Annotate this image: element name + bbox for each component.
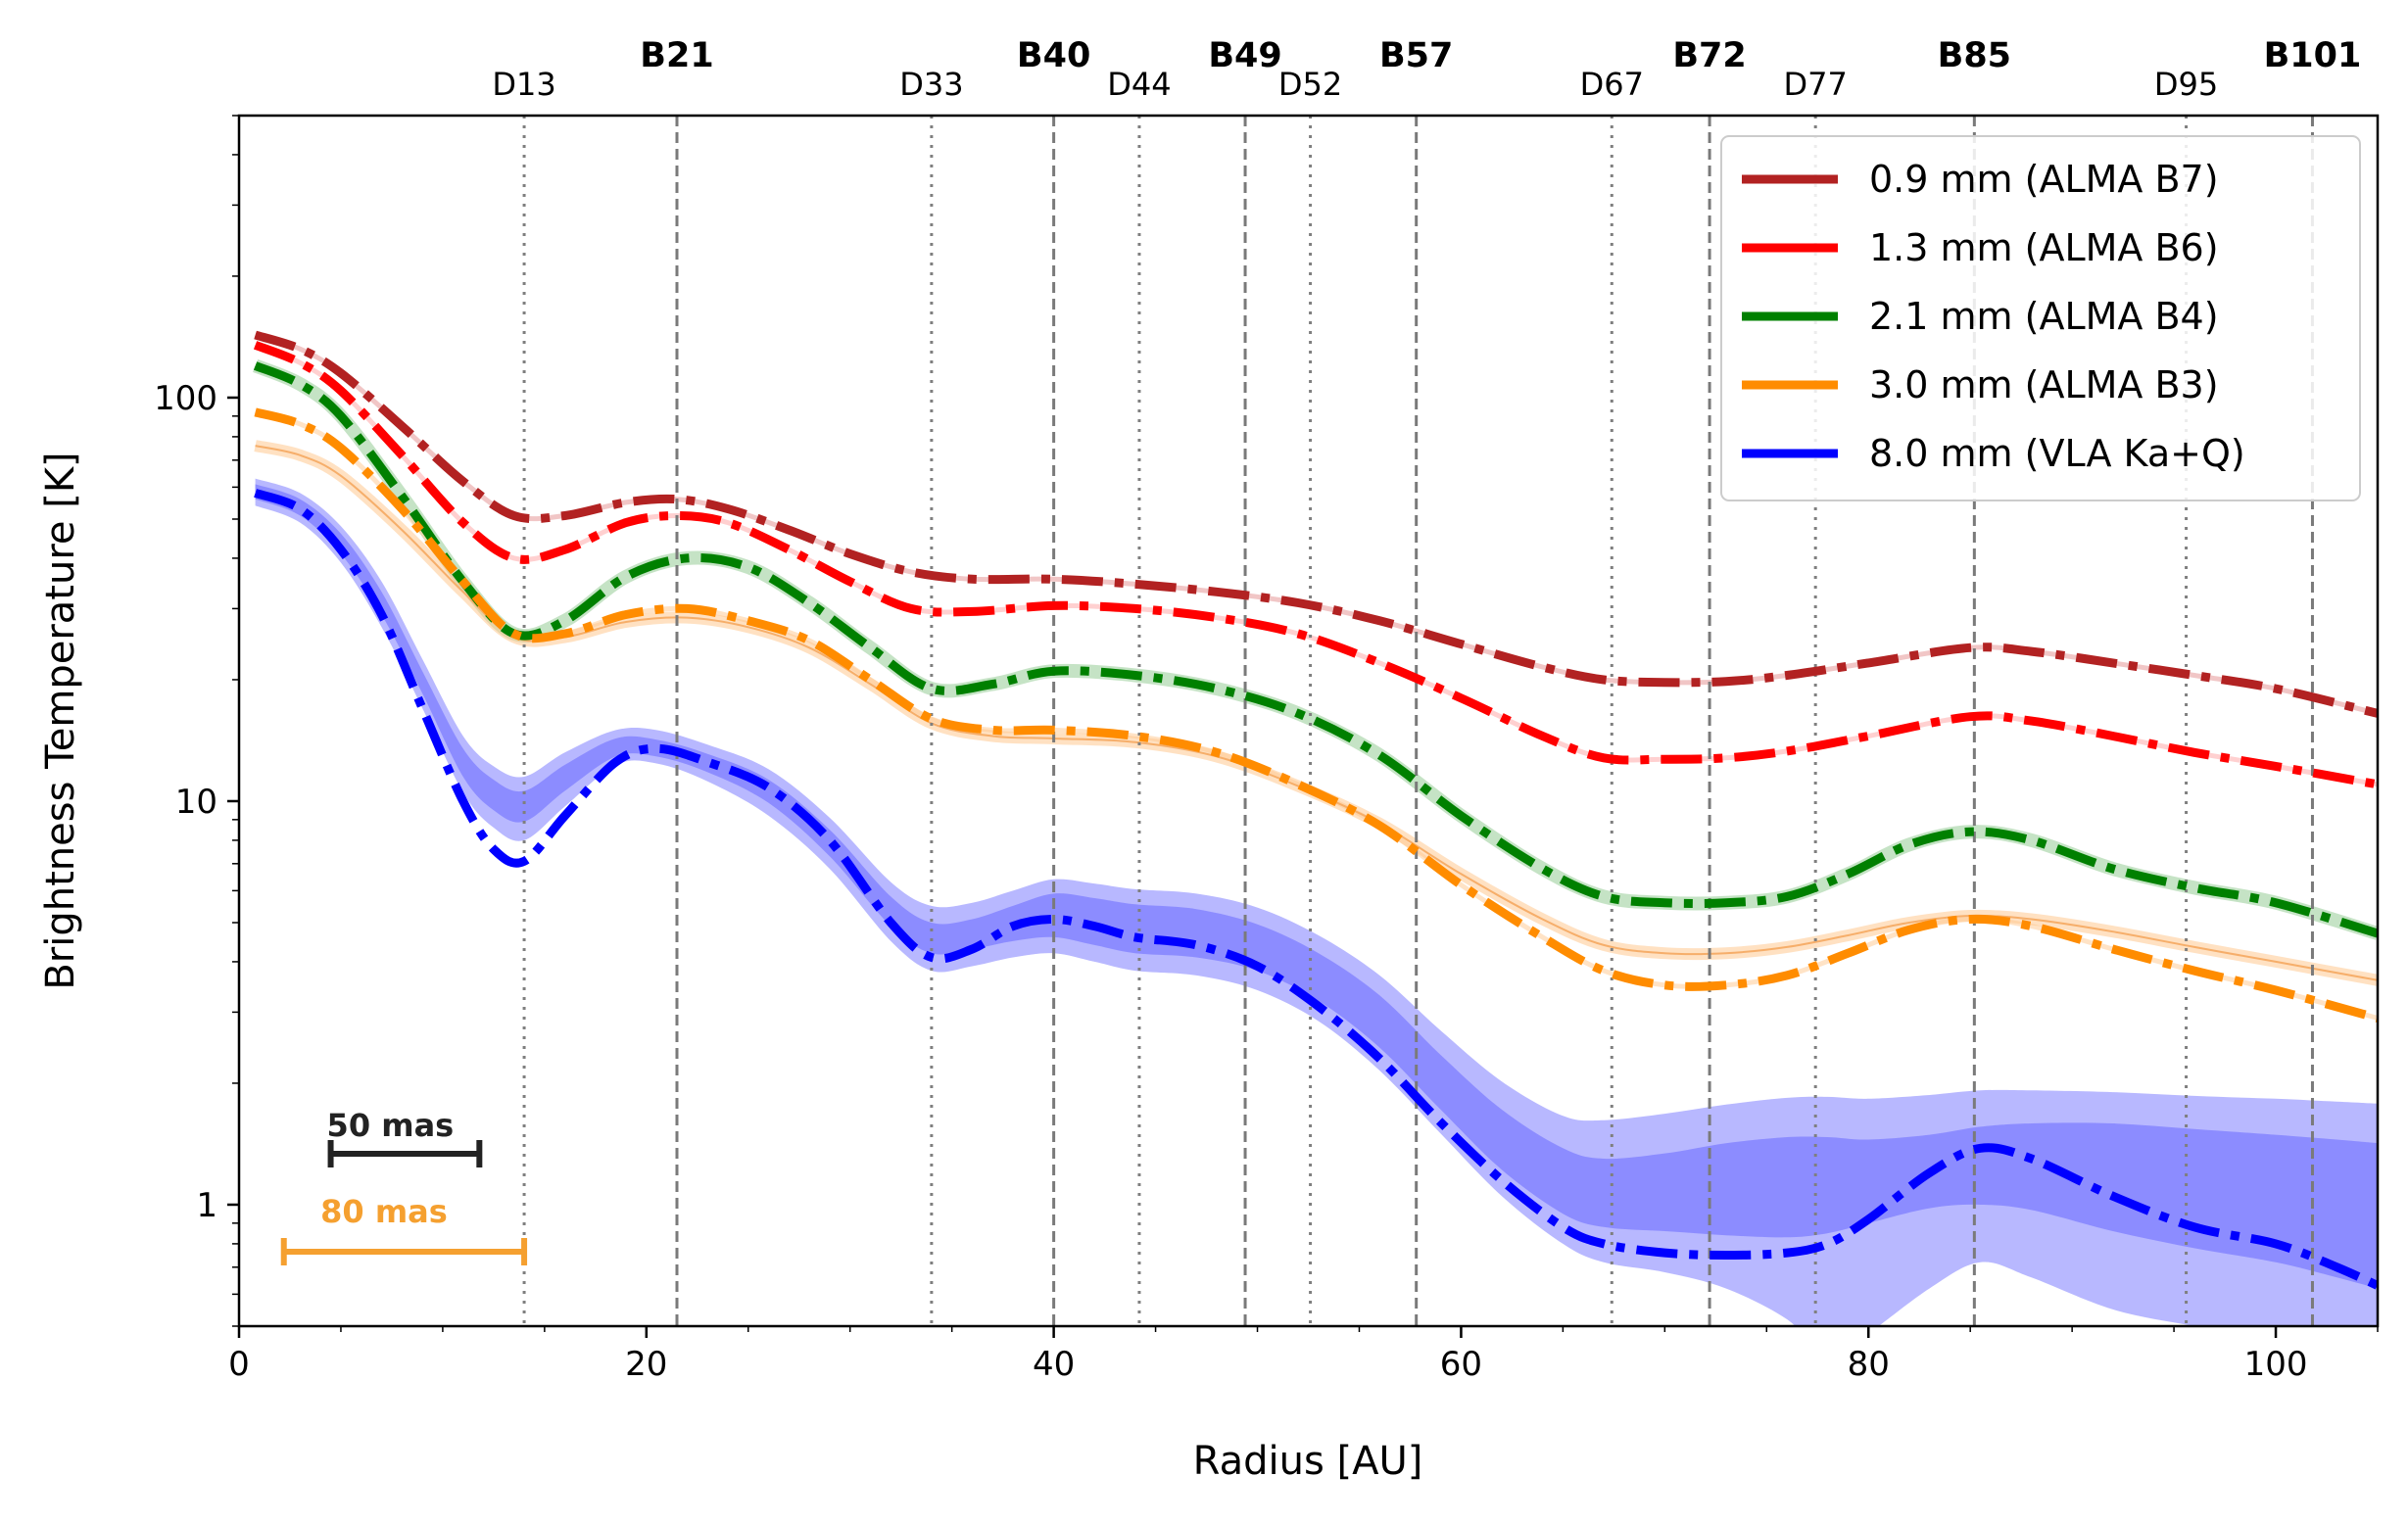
legend-box: [1720, 135, 2361, 501]
feature-lines: [522, 116, 2314, 1326]
series-line-1: [254, 330, 2378, 718]
feature-label-b85: B85: [1938, 36, 2011, 75]
feature-label-d13: D13: [492, 66, 555, 103]
feature-label-b57: B57: [1379, 36, 1453, 75]
x-tick-label: 0: [228, 1345, 250, 1384]
feature-label-d95: D95: [2154, 66, 2218, 103]
x-tick-label: 40: [1033, 1345, 1075, 1384]
feature-label-b40: B40: [1017, 36, 1090, 75]
x-tick-label: 60: [1440, 1345, 1482, 1384]
x-tick-label: 20: [625, 1345, 667, 1384]
feature-label-d52: D52: [1278, 66, 1342, 103]
series-line-5: [254, 489, 2378, 1290]
legend-label-5: 8.0 mm (VLA Ka+Q): [1869, 432, 2245, 475]
y-tick-label: 10: [175, 783, 217, 822]
legend: 0.9 mm (ALMA B7) 1.3 mm (ALMA B6) 2.1 mm (…: [1720, 135, 2361, 501]
band-outer-8mm: [255, 478, 2378, 1326]
series-line-2: [253, 341, 2378, 789]
legend-label-4: 3.0 mm (ALMA B3): [1869, 363, 2219, 406]
feature-label-d67: D67: [1580, 66, 1644, 103]
feature-label-d44: D44: [1107, 66, 1171, 103]
x-axis-title: Radius [AU]: [1193, 1439, 1423, 1484]
feature-label-b72: B72: [1672, 36, 1746, 75]
series-lines: [253, 330, 2378, 1290]
band-inner-8mm: [255, 484, 2378, 1289]
scale-bars: 50 mas 80 mas: [280, 1107, 528, 1265]
feature-label-b49: B49: [1208, 36, 1281, 75]
axes: 0 20 40 60 80 100 1 10 100: [154, 114, 2380, 1384]
plot-frame: [237, 114, 2380, 1328]
y-axis-title: Brightness Temperature [K]: [38, 452, 83, 989]
feature-label-d77: D77: [1784, 66, 1848, 103]
legend-label-3: 2.1 mm (ALMA B4): [1869, 295, 2219, 338]
y-tick-label: 100: [154, 379, 217, 418]
feature-label-d33: D33: [899, 66, 963, 103]
scale-bar-label-2: 80 mas: [320, 1193, 448, 1230]
uncertainty-bands: [255, 478, 2378, 1326]
series-line-3: [253, 361, 2378, 938]
y-tick-label: 1: [196, 1186, 217, 1225]
scale-bar-label-1: 50 mas: [327, 1107, 455, 1144]
feature-label-b21: B21: [640, 36, 713, 75]
x-tick-label: 80: [1848, 1345, 1890, 1384]
legend-label-1: 0.9 mm (ALMA B7): [1869, 158, 2219, 201]
feature-label-b101: B101: [2264, 36, 2362, 75]
series-line-4: [254, 407, 2378, 1023]
x-tick-label: 100: [2244, 1345, 2308, 1384]
legend-label-2: 1.3 mm (ALMA B6): [1869, 226, 2219, 269]
